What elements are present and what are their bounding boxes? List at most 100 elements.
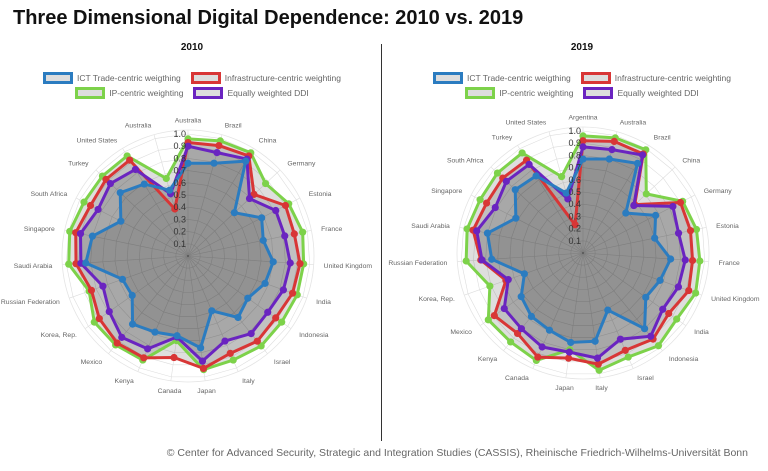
data-point[interactable] bbox=[640, 325, 649, 333]
data-point[interactable] bbox=[500, 304, 508, 313]
data-point[interactable] bbox=[299, 228, 307, 236]
data-point[interactable] bbox=[230, 209, 238, 217]
data-point[interactable] bbox=[595, 366, 603, 374]
data-point[interactable] bbox=[184, 159, 192, 167]
data-point[interactable] bbox=[567, 338, 575, 347]
data-point[interactable] bbox=[210, 159, 218, 167]
data-point[interactable] bbox=[621, 346, 629, 354]
data-point[interactable] bbox=[462, 257, 470, 265]
data-point[interactable] bbox=[674, 229, 683, 237]
data-point[interactable] bbox=[281, 201, 290, 210]
data-point[interactable] bbox=[279, 286, 288, 294]
data-point[interactable] bbox=[105, 307, 113, 316]
data-point[interactable] bbox=[608, 146, 616, 154]
data-point[interactable] bbox=[651, 234, 659, 242]
data-point[interactable] bbox=[170, 353, 178, 362]
data-point[interactable] bbox=[289, 289, 297, 297]
data-point[interactable] bbox=[483, 229, 492, 237]
data-point[interactable] bbox=[692, 225, 701, 234]
data-point[interactable] bbox=[118, 275, 127, 283]
data-point[interactable] bbox=[491, 203, 499, 212]
data-point[interactable] bbox=[656, 276, 664, 284]
data-point[interactable] bbox=[564, 354, 573, 362]
data-point[interactable] bbox=[290, 230, 298, 238]
data-point[interactable] bbox=[269, 258, 277, 266]
data-point[interactable] bbox=[642, 190, 650, 198]
data-point[interactable] bbox=[591, 337, 599, 345]
data-point[interactable] bbox=[463, 225, 471, 233]
data-point[interactable] bbox=[213, 149, 221, 157]
data-point[interactable] bbox=[507, 338, 515, 346]
data-point[interactable] bbox=[197, 344, 205, 352]
data-point[interactable] bbox=[624, 353, 632, 361]
data-point[interactable] bbox=[665, 309, 673, 318]
data-point[interactable] bbox=[95, 315, 103, 323]
data-point[interactable] bbox=[604, 306, 612, 314]
data-point[interactable] bbox=[198, 357, 207, 365]
data-point[interactable] bbox=[245, 194, 254, 203]
data-point[interactable] bbox=[642, 293, 650, 301]
data-point[interactable] bbox=[633, 159, 642, 167]
data-point[interactable] bbox=[538, 343, 546, 351]
data-point[interactable] bbox=[622, 209, 630, 217]
data-point[interactable] bbox=[534, 353, 542, 361]
data-point[interactable] bbox=[86, 201, 95, 210]
data-point[interactable] bbox=[106, 179, 115, 188]
data-point[interactable] bbox=[558, 173, 566, 181]
legend-item-ict[interactable]: ICT Trade-centric weigthing bbox=[43, 71, 181, 84]
data-point[interactable] bbox=[667, 255, 675, 263]
data-point[interactable] bbox=[244, 294, 252, 302]
data-point[interactable] bbox=[165, 186, 174, 194]
data-point[interactable] bbox=[261, 279, 269, 287]
data-point[interactable] bbox=[686, 227, 695, 235]
data-point[interactable] bbox=[630, 201, 638, 210]
data-point[interactable] bbox=[669, 202, 677, 211]
data-point[interactable] bbox=[484, 316, 492, 324]
data-point[interactable] bbox=[688, 256, 697, 265]
data-point[interactable] bbox=[565, 348, 573, 356]
data-point[interactable] bbox=[272, 206, 280, 215]
data-point[interactable] bbox=[681, 256, 689, 264]
data-point[interactable] bbox=[518, 149, 526, 157]
data-point[interactable] bbox=[234, 313, 242, 322]
data-point[interactable] bbox=[490, 312, 498, 320]
data-point[interactable] bbox=[673, 315, 681, 323]
data-point[interactable] bbox=[140, 180, 148, 188]
data-point[interactable] bbox=[594, 360, 602, 368]
legend-item-infrastructure[interactable]: Infrastructure-centric weighting bbox=[580, 71, 731, 84]
data-point[interactable] bbox=[272, 314, 280, 322]
data-point[interactable] bbox=[261, 179, 270, 188]
data-point[interactable] bbox=[488, 255, 496, 263]
data-point[interactable] bbox=[525, 160, 533, 168]
data-point[interactable] bbox=[286, 259, 294, 267]
data-point[interactable] bbox=[264, 308, 272, 316]
data-point[interactable] bbox=[144, 345, 152, 353]
legend-item-ip[interactable]: IP-centric weighting bbox=[465, 86, 573, 99]
data-point[interactable] bbox=[199, 364, 208, 373]
data-point[interactable] bbox=[128, 291, 136, 299]
data-point[interactable] bbox=[512, 214, 520, 222]
data-point[interactable] bbox=[229, 356, 237, 364]
data-point[interactable] bbox=[616, 335, 625, 343]
data-point[interactable] bbox=[99, 282, 107, 290]
data-point[interactable] bbox=[517, 293, 525, 301]
legend-item-infrastructure[interactable]: Infrastructure-centric weighting bbox=[190, 71, 341, 84]
data-point[interactable] bbox=[126, 156, 134, 164]
data-point[interactable] bbox=[517, 325, 526, 333]
data-point[interactable] bbox=[296, 260, 304, 268]
data-point[interactable] bbox=[131, 165, 139, 174]
data-point[interactable] bbox=[692, 289, 700, 297]
data-point[interactable] bbox=[511, 186, 519, 194]
data-point[interactable] bbox=[545, 326, 554, 334]
data-point[interactable] bbox=[579, 143, 587, 151]
data-point[interactable] bbox=[647, 332, 655, 340]
data-point[interactable] bbox=[493, 169, 502, 177]
data-point[interactable] bbox=[171, 205, 179, 213]
data-point[interactable] bbox=[82, 259, 90, 267]
data-point[interactable] bbox=[659, 305, 667, 313]
data-point[interactable] bbox=[76, 230, 85, 238]
data-point[interactable] bbox=[151, 328, 159, 336]
data-point[interactable] bbox=[579, 155, 587, 163]
data-point[interactable] bbox=[66, 227, 74, 236]
data-point[interactable] bbox=[478, 256, 486, 264]
